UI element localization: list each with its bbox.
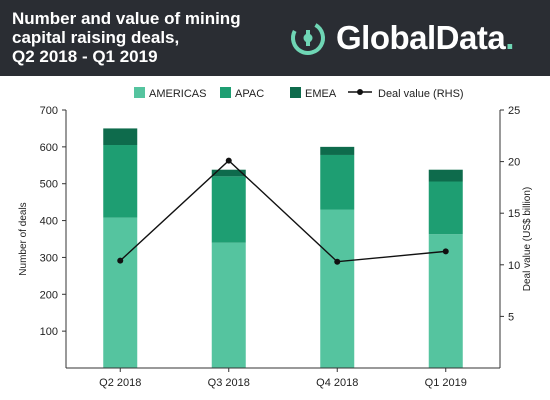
y2-tick-label: 15 [508, 208, 520, 220]
y-tick-label: 100 [40, 326, 58, 338]
bars [103, 128, 463, 368]
legend-label-deal-value: Deal value (RHS) [378, 88, 464, 100]
globaldata-logo-icon [291, 21, 325, 55]
bar-emea-q3-2018 [211, 169, 246, 177]
bar-emea-q4-2018 [320, 146, 355, 155]
y-tick-label: 300 [40, 252, 58, 264]
brand-logo: GlobalData. [288, 14, 514, 62]
legend-line-marker [357, 89, 363, 95]
y-tick-label: 700 [40, 105, 58, 117]
title-line-3: Q2 2018 - Q1 2019 [12, 47, 158, 66]
y-tick-label: 200 [40, 289, 58, 301]
title-line-1: Number and value of mining [12, 9, 241, 28]
x-tick-label: Q1 2019 [425, 377, 467, 389]
y2-tick-label: 25 [508, 105, 520, 117]
x-tick-label: Q3 2018 [208, 377, 250, 389]
deal-value-point [334, 258, 341, 265]
deal-value-point [117, 257, 124, 264]
y2-tick-label: 20 [508, 157, 520, 169]
x-tick-label: Q2 2018 [99, 377, 141, 389]
legend-label-apac: APAC [235, 88, 264, 100]
bar-emea-q1-2019 [428, 169, 463, 182]
y2-tick-label: 5 [508, 311, 514, 323]
bar-americas-q4-2018 [320, 209, 355, 368]
bar-americas-q3-2018 [211, 242, 246, 368]
y-tick-label: 600 [40, 142, 58, 154]
bar-americas-q1-2019 [428, 234, 463, 368]
x-axis: Q2 2018 Q3 2018 Q4 2018 Q1 2019 [66, 367, 500, 389]
y-tick-label: 400 [40, 216, 58, 228]
deal-value-point [442, 248, 449, 255]
legend-swatch-emea [290, 87, 301, 98]
legend-label-emea: EMEA [305, 88, 337, 100]
chart-area: AMERICAS APAC EMEA Deal value (RHS) 700 600 5… [18, 87, 533, 389]
chart-header: Number and value of mining capital raisi… [0, 0, 550, 76]
x-tick-label: Q4 2018 [316, 377, 358, 389]
y2-axis-label: Deal value (US$ billion) [522, 187, 533, 292]
bar-apac-q2-2018 [103, 145, 138, 218]
legend-swatch-apac [220, 87, 231, 98]
deal-value-point [225, 157, 232, 164]
deal-value-polyline [119, 159, 446, 263]
bar-apac-q4-2018 [320, 154, 355, 210]
bar-apac-q3-2018 [211, 176, 246, 243]
legend-swatch-americas [134, 87, 145, 98]
title-line-2: capital raising deals, [12, 28, 180, 47]
y-tick-label: 500 [40, 179, 58, 191]
legend-label-americas: AMERICAS [149, 88, 206, 100]
bar-americas-q2-2018 [103, 217, 138, 368]
bar-apac-q1-2019 [428, 181, 463, 235]
y-axis-left: 700 600 500 400 300 200 100 Number of deals [18, 105, 67, 368]
y-axis-right: 25 20 15 10 5 Deal value (US$ billion) [499, 105, 533, 368]
y-axis-label: Number of deals [18, 202, 29, 275]
bar-emea-q2-2018 [103, 128, 138, 146]
chart-title: Number and value of mining capital raisi… [12, 9, 262, 66]
deal-value-line [117, 157, 449, 265]
brand-name: GlobalData. [336, 19, 514, 56]
legend: AMERICAS APAC EMEA Deal value (RHS) [134, 87, 464, 100]
y2-tick-label: 10 [508, 260, 520, 272]
